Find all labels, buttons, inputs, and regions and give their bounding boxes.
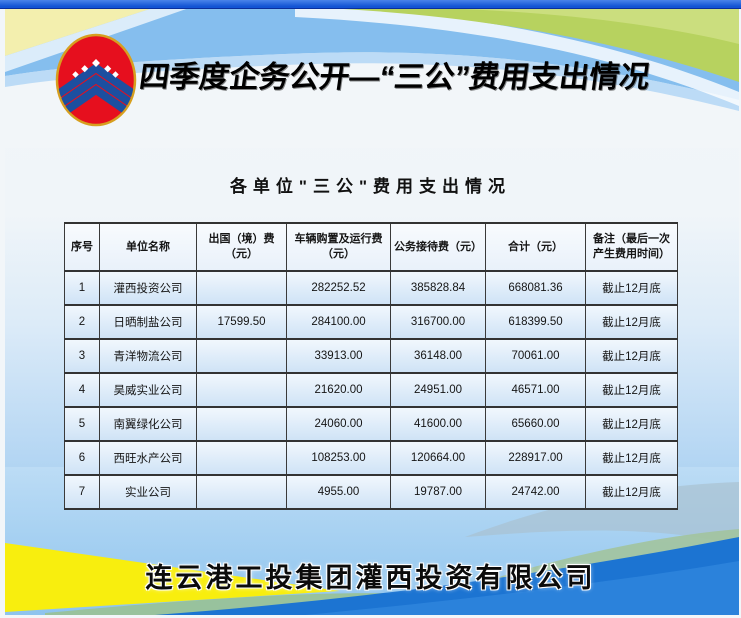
table-cell (196, 270, 287, 306)
table-cell: 24742.00 (485, 474, 586, 510)
table-cell: 日晒制盐公司 (99, 304, 197, 340)
table-cell: 截止12月底 (585, 474, 678, 510)
table-cell: 5 (64, 406, 100, 442)
table-row: 6 西旺水产公司 108253.00 120664.00 228917.00 截止12月底 (64, 440, 678, 476)
table-cell: 截止12月底 (585, 372, 678, 408)
table-cell: 截止12月底 (585, 338, 678, 374)
table-cell: 65660.00 (485, 406, 586, 442)
column-header: 备注（最后一次产生费用时间） (585, 222, 678, 272)
table-cell: 19787.00 (390, 474, 486, 510)
table-row: 4 昊威实业公司 21620.00 24951.00 46571.00 截止12月底 (64, 372, 678, 408)
table-header-row: 序号 单位名称 出国（境）费（元） 车辆购置及运行费（元） 公务接待费（元） 合计（元）备… (64, 222, 678, 272)
table-cell: 108253.00 (286, 440, 391, 476)
table-cell: 385828.84 (390, 270, 486, 306)
table-cell: 截止12月底 (585, 270, 678, 306)
table-row: 7 实业公司 4955.00 19787.00 24742.00 截止12月底 (64, 474, 678, 510)
table-cell: 228917.00 (485, 440, 586, 476)
table-cell: 截止12月底 (585, 304, 678, 340)
table-cell: 21620.00 (286, 372, 391, 408)
table-row: 3 青洋物流公司 33913.00 36148.00 70061.00 截止12月底 (64, 338, 678, 374)
table-cell: 3 (64, 338, 100, 374)
table-row: 2 日晒制盐公司 17599.50 284100.00 316700.00 618399.… (64, 304, 678, 340)
table-cell: 西旺水产公司 (99, 440, 197, 476)
table-row: 1 灌西投资公司 282252.52 385828.84 668081.36 截止12月底 (64, 270, 678, 306)
table-cell: 17599.50 (196, 304, 287, 340)
table-cell: 昊威实业公司 (99, 372, 197, 408)
table-cell: 120664.00 (390, 440, 486, 476)
table-cell: 41600.00 (390, 406, 486, 442)
page-title: 四季度企务公开—“三公”费用支出情况 (137, 61, 652, 94)
table-cell: 36148.00 (390, 338, 486, 374)
table-cell: 4 (64, 372, 100, 408)
column-header: 车辆购置及运行费（元） (286, 222, 391, 272)
table-row: 5 南翼绿化公司 24060.00 41600.00 65660.00 截止12月底 (64, 406, 678, 442)
table-cell: 截止12月底 (585, 406, 678, 442)
column-header: 合计（元） (485, 222, 586, 272)
table-cell: 6 (64, 440, 100, 476)
company-name: 连云港工投集团灌西投资有限公司 (145, 563, 596, 593)
expense-table-wrap: 序号 单位名称 出国（境）费（元） 车辆购置及运行费（元） 公务接待费（元） 合计（元）备… (64, 222, 678, 510)
table-cell: 70061.00 (485, 338, 586, 374)
table-cell: 46571.00 (485, 372, 586, 408)
table-cell (196, 440, 287, 476)
table-cell: 316700.00 (390, 304, 486, 340)
table-cell: 南翼绿化公司 (99, 406, 197, 442)
table-cell (196, 338, 287, 374)
table-cell: 2 (64, 304, 100, 340)
table-cell (196, 406, 287, 442)
column-header: 序号 (64, 222, 100, 272)
table-cell: 1 (64, 270, 100, 306)
table-cell: 282252.52 (286, 270, 391, 306)
company-logo (54, 33, 138, 127)
table-cell: 7 (64, 474, 100, 510)
table-cell: 24951.00 (390, 372, 486, 408)
table-cell: 618399.50 (485, 304, 586, 340)
table-cell (196, 372, 287, 408)
table-caption: 各单位"三公"费用支出情况 (229, 177, 512, 196)
table-cell: 4955.00 (286, 474, 391, 510)
table-cell: 青洋物流公司 (99, 338, 197, 374)
expense-table: 序号 单位名称 出国（境）费（元） 车辆购置及运行费（元） 公务接待费（元） 合计（元）备… (64, 222, 678, 510)
table-cell: 24060.00 (286, 406, 391, 442)
table-cell: 灌西投资公司 (99, 270, 197, 306)
table-cell: 33913.00 (286, 338, 391, 374)
column-header: 单位名称 (99, 222, 197, 272)
top-accent-bar (0, 0, 741, 9)
table-cell (196, 474, 287, 510)
table-cell: 284100.00 (286, 304, 391, 340)
table-cell: 实业公司 (99, 474, 197, 510)
column-header: 公务接待费（元） (390, 222, 486, 272)
column-header: 出国（境）费（元） (196, 222, 287, 272)
table-cell: 668081.36 (485, 270, 586, 306)
expense-table-body: 1 灌西投资公司 282252.52 385828.84 668081.36 截止12月底… (64, 270, 678, 510)
table-cell: 截止12月底 (585, 440, 678, 476)
